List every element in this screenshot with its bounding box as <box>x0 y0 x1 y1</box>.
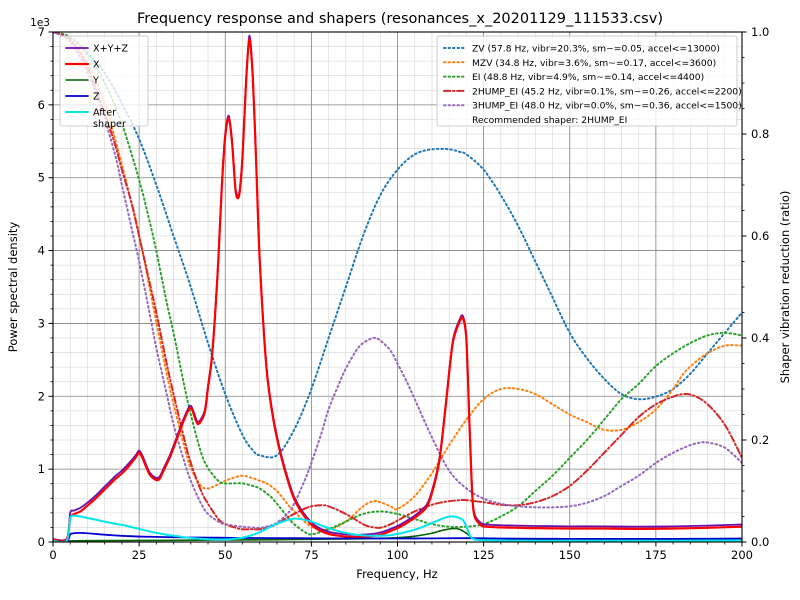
y2-axis-ticks: 0.0 0.2 0.4 0.6 0.8 1.0 <box>742 25 769 549</box>
legend-label-mzv: MZV (34.8 Hz, vibr=3.6%, sm~=0.17, accel… <box>472 58 716 69</box>
y-tick-label: 0 <box>38 535 45 549</box>
y-tick-label: 1 <box>38 462 45 476</box>
x-tick-label: 150 <box>559 548 581 562</box>
legend-label-z: Z <box>93 92 100 103</box>
x-axis-label: Frequency, Hz <box>356 567 437 581</box>
y-tick-label: 2 <box>38 389 45 403</box>
x-tick-label: 75 <box>304 548 319 562</box>
y-tick-label: 5 <box>38 171 45 185</box>
y-tick-label: 6 <box>38 98 45 112</box>
legend-label-ei: EI (48.8 Hz, vibr=4.9%, sm~=0.14, accel<… <box>472 72 704 83</box>
y2-tick-label: 0.2 <box>751 433 769 447</box>
y2-tick-label: 1.0 <box>751 25 769 39</box>
y-axis-offset-label: 1e3 <box>30 17 50 29</box>
y-axis-label: Power spectral density <box>6 222 20 353</box>
shaper-curve-zv <box>53 32 742 459</box>
shaper-curve-3hump_ei <box>53 32 742 529</box>
y-tick-label: 4 <box>38 244 45 258</box>
x-tick-label: 175 <box>645 548 667 562</box>
x-tick-label: 200 <box>731 548 753 562</box>
legend-label-x: X <box>93 60 100 71</box>
shaper-curve-ei <box>53 32 742 536</box>
y-axis-ticks: 0 1 2 3 4 5 6 7 <box>38 25 53 549</box>
legend-label-after-shaper: shaper <box>93 119 126 130</box>
shaper-legend[interactable]: ZV (57.8 Hz, vibr=20.3%, sm~=0.05, accel… <box>436 35 742 127</box>
y-tick-label: 7 <box>38 25 45 39</box>
y2-tick-label: 0.0 <box>751 535 769 549</box>
y2-axis-label: Shaper vibration reduction (ratio) <box>778 191 792 384</box>
y2-tick-label: 0.8 <box>751 127 769 141</box>
legend-label-3hump_ei: 3HUMP_EI (48.0 Hz, vibr=0.0%, sm~=0.36, … <box>472 101 742 112</box>
y2-tick-label: 0.4 <box>751 331 769 345</box>
psd-curve-x <box>53 38 742 542</box>
x-tick-label: 0 <box>49 548 56 562</box>
shaper-curve-2hump_ei <box>53 32 742 531</box>
psd-curve-after-shaper <box>53 514 742 542</box>
x-axis-ticks: 0 25 50 75 100 125 150 175 200 <box>49 542 753 562</box>
legend-label-2hump_ei: 2HUMP_EI (45.2 Hz, vibr=0.1%, sm~=0.26, … <box>472 86 742 97</box>
legend-label-after-shaper: After <box>93 108 116 119</box>
y-tick-label: 3 <box>38 316 45 330</box>
x-tick-label: 25 <box>132 548 147 562</box>
data-series-group <box>53 32 742 542</box>
chart-title: Frequency response and shapers (resonanc… <box>137 11 663 27</box>
x-tick-label: 50 <box>218 548 233 562</box>
recommended-shaper-text: Recommended shaper: 2HUMP_EI <box>472 115 627 126</box>
x-tick-label: 125 <box>473 548 495 562</box>
legend-label-x-y-z: X+Y+Z <box>93 44 129 55</box>
legend-label-y: Y <box>92 76 99 87</box>
x-tick-label: 100 <box>387 548 409 562</box>
y2-tick-label: 0.6 <box>751 229 769 243</box>
legend-label-zv: ZV (57.8 Hz, vibr=20.3%, sm~=0.05, accel… <box>472 44 720 55</box>
shaper-curve-mzv <box>53 32 742 531</box>
